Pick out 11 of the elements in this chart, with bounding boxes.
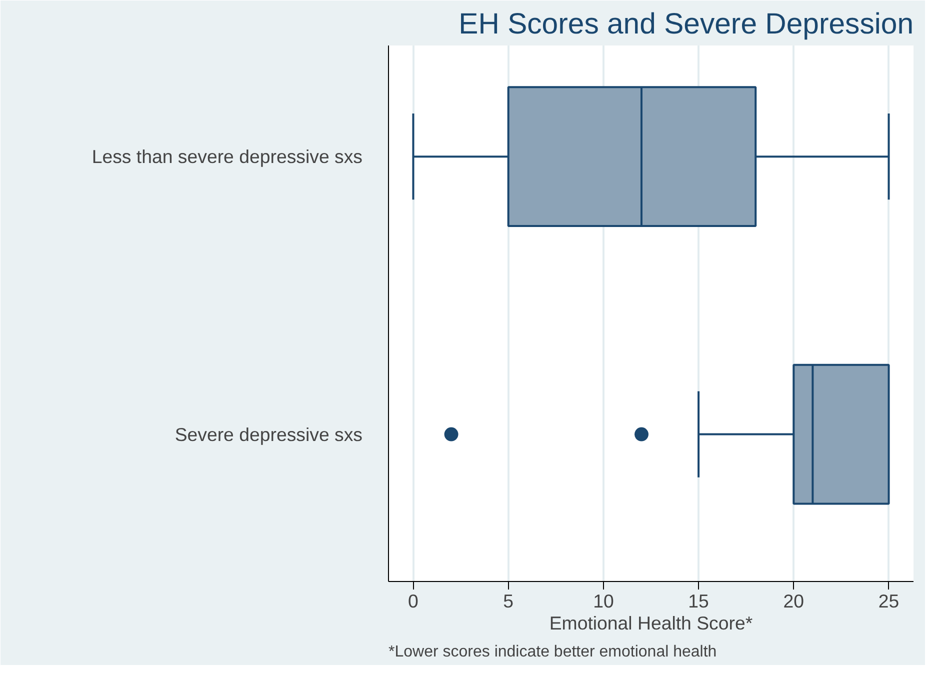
- x-tick-label: 0: [408, 590, 418, 612]
- x-axis-title: Emotional Health Score*: [549, 612, 753, 634]
- y-tick-label: Severe depressive sxs: [174, 424, 363, 445]
- x-tick-label: 5: [503, 590, 514, 612]
- y-tick-label: Less than severe depressive sxs: [92, 146, 363, 168]
- x-tick-label: 15: [688, 590, 709, 612]
- x-tick-label: 20: [783, 590, 804, 612]
- x-tick-label: 10: [593, 590, 614, 612]
- text: *Lower scores indicate better emotional health: [388, 644, 717, 660]
- x-tick-label: 25: [878, 590, 900, 612]
- chart-title: EH Scores and Severe Depression: [458, 8, 914, 40]
